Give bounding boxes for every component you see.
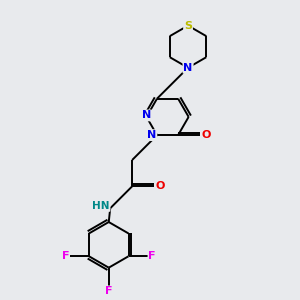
Text: N: N (183, 63, 193, 73)
Text: HN: HN (92, 201, 110, 211)
Text: F: F (61, 251, 69, 261)
Text: S: S (184, 21, 192, 31)
Text: F: F (105, 286, 112, 296)
Text: F: F (148, 251, 156, 261)
Text: O: O (155, 181, 165, 191)
Text: O: O (201, 130, 211, 140)
Text: N: N (147, 130, 156, 140)
Text: N: N (142, 110, 151, 120)
